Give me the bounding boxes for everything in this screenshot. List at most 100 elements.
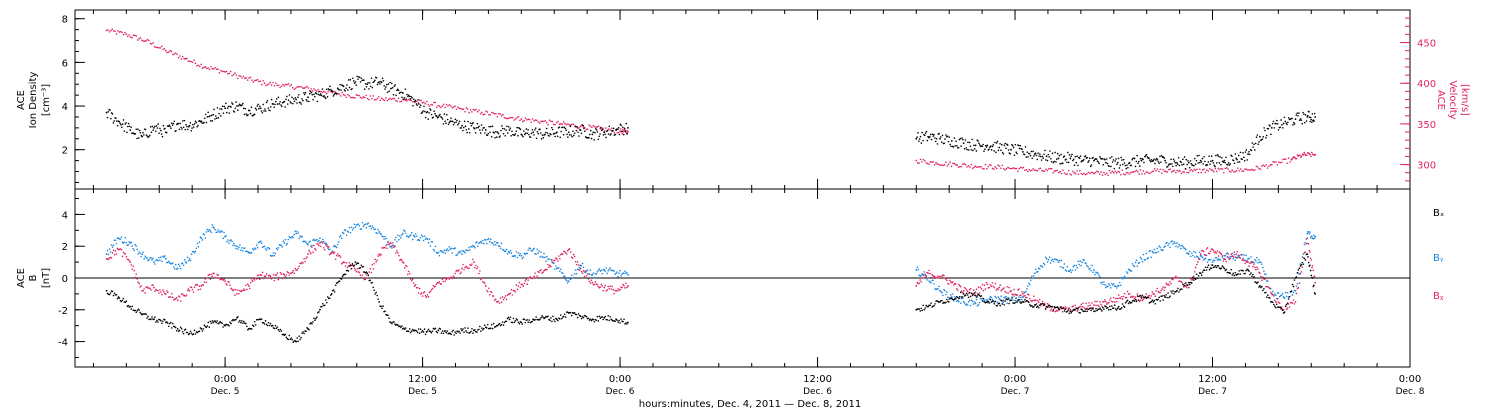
by-series-point <box>1033 272 1036 275</box>
bx-series-point <box>127 304 130 307</box>
by-series-point <box>1162 249 1164 251</box>
velocity-series-point <box>538 122 541 124</box>
velocity-series-point <box>229 70 232 73</box>
bz-series-point <box>121 255 124 258</box>
bz-series-point <box>1301 266 1304 268</box>
bx-series-point <box>954 298 957 300</box>
by-series-point <box>1034 268 1037 270</box>
bx-series-point <box>1092 307 1094 310</box>
bz-series-point <box>423 291 426 293</box>
density-series-point <box>407 94 410 97</box>
by-series-point <box>538 250 540 252</box>
by-series-point <box>383 238 385 240</box>
by-series-point <box>567 280 570 283</box>
density-series-point <box>148 135 150 138</box>
bx-series-point <box>353 264 356 267</box>
bz-series-point <box>204 278 207 280</box>
velocity-series-point <box>380 97 383 99</box>
by-series-point <box>217 229 219 231</box>
by-series-point <box>1196 256 1199 258</box>
bx-series-point <box>624 323 626 325</box>
density-series-point <box>275 100 277 103</box>
bx-series-point <box>950 297 952 299</box>
bx-series-point <box>1263 287 1265 290</box>
density-series-point <box>490 135 493 138</box>
density-series-point <box>426 110 429 113</box>
legend-bx: Bₓ <box>1433 208 1444 219</box>
bx-series-point <box>252 325 255 328</box>
by-series-point <box>565 279 568 282</box>
bx-series-point <box>598 315 601 318</box>
bz-series-point <box>338 254 341 257</box>
density-series-point <box>254 107 257 110</box>
bz-series-point <box>135 273 138 275</box>
density-series-point <box>156 127 159 129</box>
bx-series-point <box>155 321 157 323</box>
by-series-point <box>436 252 439 254</box>
bx-series-point <box>1099 307 1101 310</box>
bx-series-point <box>1110 308 1112 311</box>
bz-series-point <box>1291 302 1294 304</box>
by-series-point <box>1176 242 1178 244</box>
by-series-point <box>372 226 375 229</box>
density-series-point <box>929 133 932 136</box>
velocity-series-point <box>145 40 147 42</box>
bx-series-point <box>514 319 517 322</box>
bz-series-point <box>517 285 520 288</box>
bz-series-point <box>206 277 209 279</box>
bz-series-point <box>297 267 299 270</box>
legend-bz: Bᵪ <box>1433 291 1444 302</box>
velocity-series-point <box>146 38 149 41</box>
bx-series-point <box>178 329 181 332</box>
by-series-point <box>595 273 598 275</box>
bz-series-point <box>1218 251 1221 253</box>
density-series-point <box>377 81 380 84</box>
by-series-point <box>1012 299 1014 301</box>
density-series-point <box>1003 144 1006 147</box>
velocity-series-point <box>245 76 248 79</box>
bx-series-point <box>1161 295 1163 297</box>
bx-series-point <box>1256 282 1258 285</box>
density-series-point <box>1157 160 1160 163</box>
bz-series-point <box>210 273 213 276</box>
by-series-point <box>1038 268 1041 270</box>
bz-series-point <box>936 277 938 279</box>
velocity-series-point <box>228 72 231 75</box>
velocity-series-point <box>373 98 376 101</box>
bz-series-point <box>1295 292 1298 295</box>
by-series-point <box>207 230 210 233</box>
bx-series-point <box>601 316 604 318</box>
bz-series-point <box>586 272 589 275</box>
bz-series-point <box>1091 302 1093 304</box>
bx-series-point <box>1233 274 1236 277</box>
velocity-series-point <box>1005 167 1008 170</box>
by-series-point <box>977 303 980 306</box>
by-series-point <box>1254 258 1256 261</box>
by-series-point <box>293 233 296 236</box>
bz-series-point <box>952 281 954 283</box>
bx-series-point <box>453 334 455 336</box>
by-series-point <box>1155 251 1158 254</box>
bz-series-point <box>208 273 211 276</box>
by-series-point <box>505 248 508 251</box>
bx-series-point <box>1214 265 1217 267</box>
velocity-series-point <box>258 80 260 83</box>
velocity-series-point <box>306 85 308 88</box>
bz-series-point <box>1234 256 1237 259</box>
by-series-point <box>226 240 228 243</box>
by-series-point <box>570 274 573 276</box>
density-series-point <box>313 93 315 96</box>
bx-series-point <box>306 326 308 329</box>
density-series-point <box>144 128 147 131</box>
density-series-point <box>954 144 957 147</box>
bx-series-point <box>419 328 422 330</box>
bx-series-point <box>1281 309 1284 312</box>
velocity-series-point <box>1311 151 1313 154</box>
bx-series-point <box>278 330 281 332</box>
density-series-point <box>1027 156 1029 158</box>
by-series-point <box>1204 257 1207 260</box>
by-series-point <box>433 250 436 252</box>
density-series-point <box>308 92 311 95</box>
bx-series-point <box>223 324 225 326</box>
bz-series-point <box>991 281 994 284</box>
